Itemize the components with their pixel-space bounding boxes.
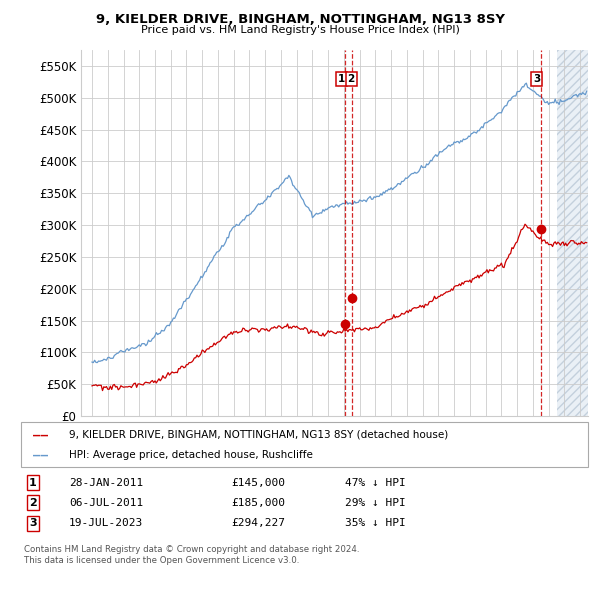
Text: £145,000: £145,000 bbox=[231, 478, 285, 487]
Text: Contains HM Land Registry data © Crown copyright and database right 2024.: Contains HM Land Registry data © Crown c… bbox=[24, 545, 359, 555]
Bar bbox=[557, 50, 588, 416]
Text: ——: —— bbox=[33, 428, 48, 441]
Text: 2: 2 bbox=[29, 498, 37, 507]
Text: £294,227: £294,227 bbox=[231, 519, 285, 528]
Text: £185,000: £185,000 bbox=[231, 498, 285, 507]
Text: 47% ↓ HPI: 47% ↓ HPI bbox=[345, 478, 406, 487]
Text: 9, KIELDER DRIVE, BINGHAM, NOTTINGHAM, NG13 8SY (detached house): 9, KIELDER DRIVE, BINGHAM, NOTTINGHAM, N… bbox=[69, 430, 448, 440]
Text: 35% ↓ HPI: 35% ↓ HPI bbox=[345, 519, 406, 528]
Text: 3: 3 bbox=[29, 519, 37, 528]
Text: This data is licensed under the Open Government Licence v3.0.: This data is licensed under the Open Gov… bbox=[24, 556, 299, 565]
Text: 06-JUL-2011: 06-JUL-2011 bbox=[69, 498, 143, 507]
Text: 3: 3 bbox=[533, 74, 540, 84]
Text: 9, KIELDER DRIVE, BINGHAM, NOTTINGHAM, NG13 8SY: 9, KIELDER DRIVE, BINGHAM, NOTTINGHAM, N… bbox=[95, 13, 505, 26]
Text: 1: 1 bbox=[29, 478, 37, 487]
Bar bbox=[557, 50, 588, 416]
Text: 2: 2 bbox=[347, 74, 355, 84]
Text: 28-JAN-2011: 28-JAN-2011 bbox=[69, 478, 143, 487]
Text: ——: —— bbox=[33, 448, 48, 461]
Text: 29% ↓ HPI: 29% ↓ HPI bbox=[345, 498, 406, 507]
Text: 1: 1 bbox=[338, 74, 345, 84]
Text: Price paid vs. HM Land Registry's House Price Index (HPI): Price paid vs. HM Land Registry's House … bbox=[140, 25, 460, 35]
Text: 19-JUL-2023: 19-JUL-2023 bbox=[69, 519, 143, 528]
Text: HPI: Average price, detached house, Rushcliffe: HPI: Average price, detached house, Rush… bbox=[69, 450, 313, 460]
